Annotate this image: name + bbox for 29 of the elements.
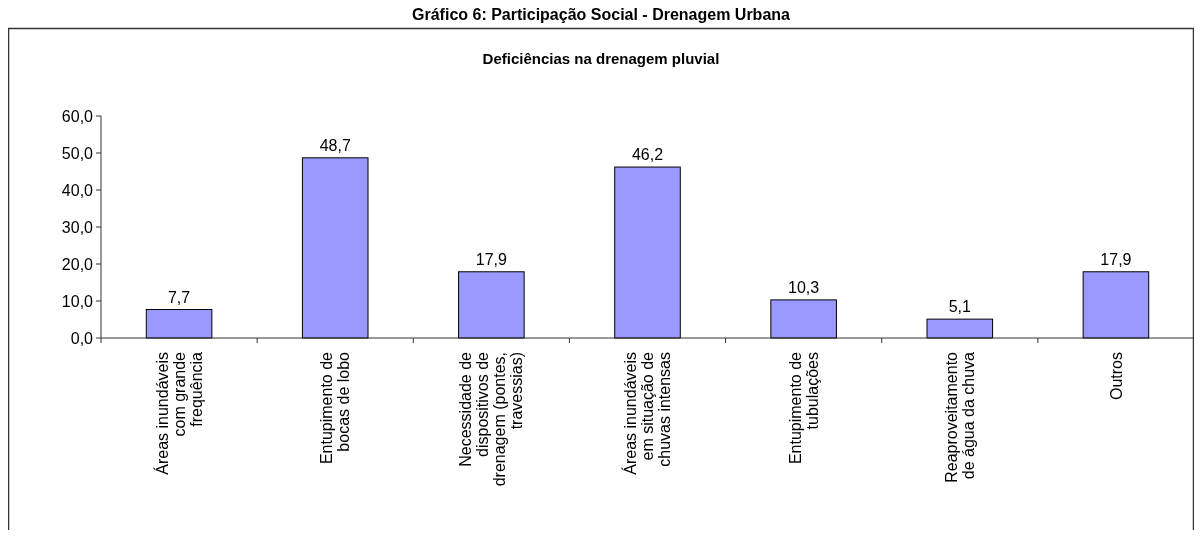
- chart-subtitle: Deficiências na drenagem pluvial: [482, 50, 720, 67]
- y-tick-label: 50,0: [61, 144, 94, 162]
- bar: [614, 166, 681, 339]
- data-label: 48,7: [319, 136, 351, 154]
- x-tick-label: Entupimento de bocas de lobo: [318, 351, 353, 465]
- y-tick-label: 0,0: [70, 329, 94, 347]
- x-tick-label: Necessidade de dispositivos de drenagem (pontes, travessias): [457, 351, 526, 487]
- x-tick-label: Reaproveitamento de água da chuva: [942, 351, 977, 483]
- x-tick-label: Outros: [1107, 352, 1125, 401]
- x-tick-label: Áreas inundáveis com grande frequência: [152, 351, 205, 475]
- data-label: 10,3: [788, 278, 820, 296]
- bar: [1082, 271, 1150, 339]
- x-tick-label: Entupimento de tubulações: [786, 351, 821, 465]
- bar: [926, 318, 994, 339]
- data-label: 46,2: [631, 146, 664, 164]
- data-label: 17,9: [475, 250, 508, 268]
- data-label: 7,7: [167, 288, 191, 306]
- y-tick-label: 40,0: [61, 181, 94, 199]
- y-tick-label: 60,0: [61, 107, 94, 125]
- y-tick-label: 30,0: [61, 218, 94, 236]
- data-label: 5,1: [948, 298, 971, 316]
- bar: [458, 271, 525, 339]
- chart-title: Gráfico 6: Participação Social - Drenagem Urbana: [412, 6, 791, 23]
- y-tick-label: 10,0: [61, 292, 94, 310]
- y-tick-label: 20,0: [61, 255, 94, 273]
- bar: [770, 299, 837, 339]
- bar: [301, 157, 369, 339]
- bar: [145, 309, 213, 339]
- data-label: 17,9: [1100, 250, 1132, 268]
